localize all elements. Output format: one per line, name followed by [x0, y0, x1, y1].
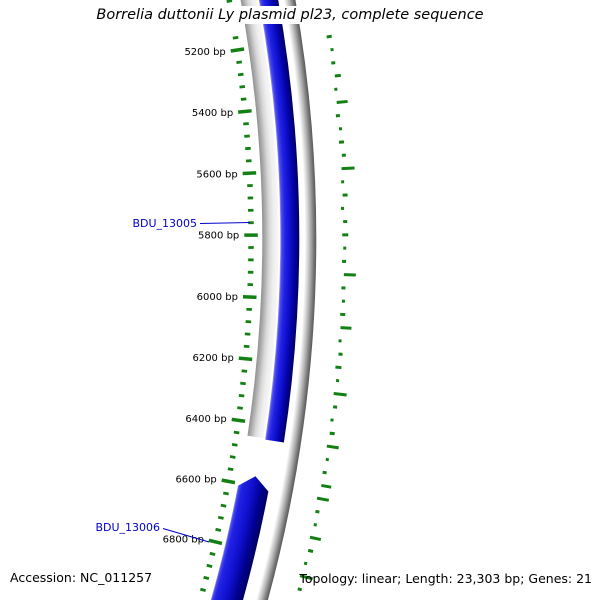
ruler-tick-minor — [231, 442, 238, 447]
ruler-tick-major — [242, 294, 257, 300]
ruler-tick-major — [238, 356, 253, 362]
gc-plot-dash — [299, 574, 314, 581]
ruler-tick-minor — [240, 381, 246, 386]
ruler-label: 6400 bp — [185, 414, 226, 425]
ruler-label: 6000 bp — [197, 292, 238, 303]
gc-plot-dash — [322, 470, 327, 475]
gc-plot-dash — [334, 73, 341, 78]
ruler-tick-major — [221, 478, 236, 485]
ruler-tick-minor — [220, 503, 227, 508]
gc-plot-dash — [321, 483, 332, 489]
map-title: Borrelia duttonii Ly plasmid pl23, compl… — [88, 6, 492, 24]
gc-plot-dash — [309, 535, 322, 542]
gc-plot-dash — [303, 561, 308, 566]
ruler-tick-minor — [203, 575, 210, 580]
ruler-tick-minor — [241, 369, 248, 373]
ruler-tick-minor — [199, 587, 207, 592]
ruler-tick-minor — [209, 551, 216, 556]
ruler-label: 6600 bp — [175, 475, 216, 486]
ruler-tick-minor — [215, 527, 222, 532]
gc-plot-dash — [316, 496, 330, 502]
ruler-tick-minor — [239, 85, 246, 89]
ruler-tick-major — [231, 417, 246, 423]
sequence-info-text: Topology: linear; Length: 23,303 bp; Gen… — [299, 571, 592, 586]
ruler-tick-minor — [226, 0, 233, 4]
gc-plot-dash — [315, 509, 320, 514]
gene-leader-line-bdu-13006 — [162, 528, 210, 543]
ruler-tick-minor — [236, 60, 243, 65]
gc-plot-dash — [307, 548, 314, 553]
gene-arc-bdu-13006[interactable] — [204, 476, 269, 600]
gc-plot-dash — [341, 166, 355, 171]
ruler-tick-major — [242, 171, 257, 176]
ruler-tick-minor — [237, 72, 244, 77]
ruler-tick-minor — [229, 455, 236, 459]
ruler-tick-major — [230, 47, 245, 53]
ruler-label: 5600 bp — [196, 169, 237, 180]
ruler-label: 5200 bp — [184, 47, 225, 58]
ruler-tick-minor — [233, 430, 240, 435]
accession-text: Accession: NC_011257 — [10, 570, 153, 585]
gc-plot-dash — [313, 523, 318, 527]
ruler-tick-minor — [240, 97, 247, 101]
ruler-tick-major — [237, 109, 252, 114]
backbone-arc — [256, 0, 317, 600]
gc-plot-dash — [335, 365, 342, 370]
gc-plot-dash — [331, 61, 336, 65]
gc-plot-dash — [340, 326, 352, 330]
ruler-tick-minor — [237, 406, 243, 410]
gene-leader-line-bdu-13005 — [199, 222, 251, 224]
ruler-tick-minor — [217, 515, 224, 520]
ruler-tick-minor — [222, 491, 229, 496]
ruler-label: 6800 bp — [163, 535, 204, 546]
gene-labels: BDU_13005 BDU_13006 — [95, 217, 251, 543]
gc-plot-dash — [329, 431, 335, 436]
gc-plot-dash — [336, 99, 348, 105]
ruler-tick-major — [208, 538, 223, 546]
gene-arc-bdu-13005[interactable] — [251, 0, 300, 443]
gene-label-bdu-13005[interactable]: BDU_13005 — [132, 217, 197, 230]
ruler-label: 6200 bp — [192, 353, 233, 364]
ruler-tick-minor — [238, 393, 245, 398]
ruler-tick-minor — [206, 563, 213, 568]
gc-plot-dash — [326, 34, 332, 39]
gc-plot-dash — [297, 587, 303, 592]
ruler-tick-minor — [227, 467, 234, 472]
gc-plot-dash — [326, 444, 339, 450]
gc-plot-dash — [333, 392, 347, 397]
ruler-tick-minor — [232, 35, 239, 40]
gene-label-bdu-13006[interactable]: BDU_13006 — [95, 521, 160, 534]
ruler-label: 5800 bp — [198, 231, 239, 242]
feature-arc-gray[interactable] — [233, 0, 279, 439]
ruler-label: 5400 bp — [192, 108, 233, 119]
